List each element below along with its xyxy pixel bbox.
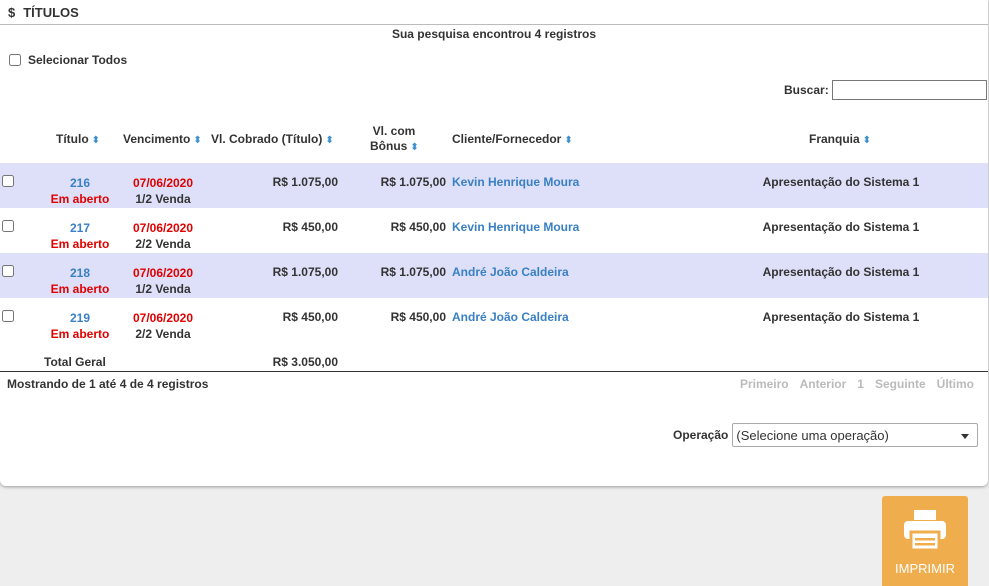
pager-first[interactable]: Primeiro	[739, 377, 789, 391]
search-input[interactable]	[831, 80, 987, 100]
showing-records-text: Mostrando de 1 até 4 de 4 registros	[7, 377, 209, 391]
status-text: Em aberto	[50, 282, 110, 296]
printer-icon	[904, 510, 946, 552]
franchise: Apresentação do Sistema 1	[762, 220, 920, 234]
operation-label: Operação	[673, 428, 729, 442]
col-header-titulo[interactable]: Título ⬍	[56, 132, 101, 146]
select-all[interactable]: Selecionar Todos	[9, 53, 127, 67]
status-text: Em aberto	[50, 192, 110, 206]
franchise: Apresentação do Sistema 1	[762, 265, 920, 279]
sort-icon: ⬍	[862, 135, 872, 146]
vl-bonus: R$ 1.075,00	[380, 175, 446, 189]
client-link[interactable]: Kevin Henrique Moura	[452, 175, 580, 189]
operation-select[interactable]: (Selecione uma operação)	[732, 423, 979, 447]
table-row[interactable]: 218 Em aberto 07/06/2020 1/2 Venda R$ 1.…	[0, 253, 988, 298]
table-row[interactable]: 216 Em aberto 07/06/2020 1/2 Venda R$ 1.…	[0, 163, 988, 208]
col-header-franquia[interactable]: Franquia ⬍	[809, 132, 872, 146]
table-row[interactable]: 217 Em aberto 07/06/2020 2/2 Venda R$ 45…	[0, 208, 988, 253]
vl-bonus: R$ 450,00	[390, 220, 446, 234]
pager-previous[interactable]: Anterior	[799, 377, 847, 391]
total-value: R$ 3.050,00	[272, 355, 338, 369]
client-link[interactable]: André João Caldeira	[452, 310, 569, 324]
sort-icon: ⬍	[193, 135, 202, 146]
select-all-checkbox[interactable]	[9, 54, 21, 66]
panel-header: $ TÍTULOS	[0, 0, 988, 25]
pager-last[interactable]: Último	[936, 377, 974, 391]
sort-icon: ⬍	[564, 135, 573, 146]
titulo-link[interactable]: 218	[69, 266, 91, 280]
row-checkbox[interactable]	[2, 175, 14, 187]
vl-cobrado: R$ 1.075,00	[272, 265, 338, 279]
pager-next[interactable]: Seguinte	[874, 377, 926, 391]
status-text: Em aberto	[50, 237, 110, 251]
titulo-link[interactable]: 217	[69, 221, 91, 235]
installment: 2/2 Venda	[135, 327, 191, 341]
installment: 1/2 Venda	[135, 282, 191, 296]
sort-icon: ⬍	[410, 142, 419, 153]
due-date: 07/06/2020	[132, 311, 194, 325]
row-checkbox[interactable]	[2, 310, 14, 322]
vl-cobrado: R$ 1.075,00	[272, 175, 338, 189]
pagination: Primeiro Anterior 1 Seguinte Último	[740, 377, 974, 391]
sort-icon: ⬍	[91, 135, 101, 146]
sort-icon: ⬍	[325, 135, 334, 146]
panel-title: $ TÍTULOS	[8, 5, 79, 20]
operation-field: Operação (Selecione uma operação)	[673, 423, 979, 447]
panel-title-text: TÍTULOS	[23, 5, 79, 20]
print-button[interactable]: IMPRIMIR	[882, 496, 968, 586]
search-box: Buscar:	[784, 80, 987, 100]
col-header-vl-cobrado[interactable]: Vl. Cobrado (Título) ⬍	[211, 132, 334, 146]
row-checkbox[interactable]	[2, 220, 14, 232]
table-row[interactable]: 219 Em aberto 07/06/2020 2/2 Venda R$ 45…	[0, 298, 988, 343]
chevron-down-icon	[961, 434, 970, 439]
vl-cobrado: R$ 450,00	[282, 220, 338, 234]
due-date: 07/06/2020	[132, 266, 194, 280]
status-text: Em aberto	[50, 327, 110, 341]
print-button-label: IMPRIMIR	[895, 561, 955, 576]
franchise: Apresentação do Sistema 1	[762, 175, 920, 189]
select-all-label: Selecionar Todos	[28, 53, 128, 67]
pager-page-1[interactable]: 1	[857, 377, 864, 391]
due-date: 07/06/2020	[132, 176, 194, 190]
installment: 2/2 Venda	[135, 237, 191, 251]
col-header-vl-bonus[interactable]: Vl. com Bônus ⬍	[370, 124, 419, 153]
client-link[interactable]: André João Caldeira	[452, 265, 569, 279]
col-header-vencimento[interactable]: Vencimento ⬍	[123, 132, 202, 146]
client-link[interactable]: Kevin Henrique Moura	[452, 220, 580, 234]
vl-bonus: R$ 1.075,00	[380, 265, 446, 279]
franchise: Apresentação do Sistema 1	[762, 310, 920, 324]
search-label: Buscar:	[784, 83, 829, 97]
col-header-cliente[interactable]: Cliente/Fornecedor ⬍	[452, 132, 573, 146]
total-label: Total Geral	[44, 355, 106, 369]
due-date: 07/06/2020	[132, 221, 194, 235]
titulo-link[interactable]: 219	[69, 311, 91, 325]
titulo-link[interactable]: 216	[69, 176, 91, 190]
vl-bonus: R$ 450,00	[390, 310, 446, 324]
row-checkbox[interactable]	[2, 265, 14, 277]
dollar-icon: $	[8, 5, 16, 20]
titles-panel: $ TÍTULOS Sua pesquisa encontrou 4 regist…	[0, 0, 988, 486]
table-footer-divider	[0, 371, 988, 372]
installment: 1/2 Venda	[135, 192, 191, 206]
search-result-count: Sua pesquisa encontrou 4 registros	[391, 27, 597, 41]
operation-selected: (Selecione uma operação)	[736, 428, 889, 443]
vl-cobrado: R$ 450,00	[282, 310, 338, 324]
